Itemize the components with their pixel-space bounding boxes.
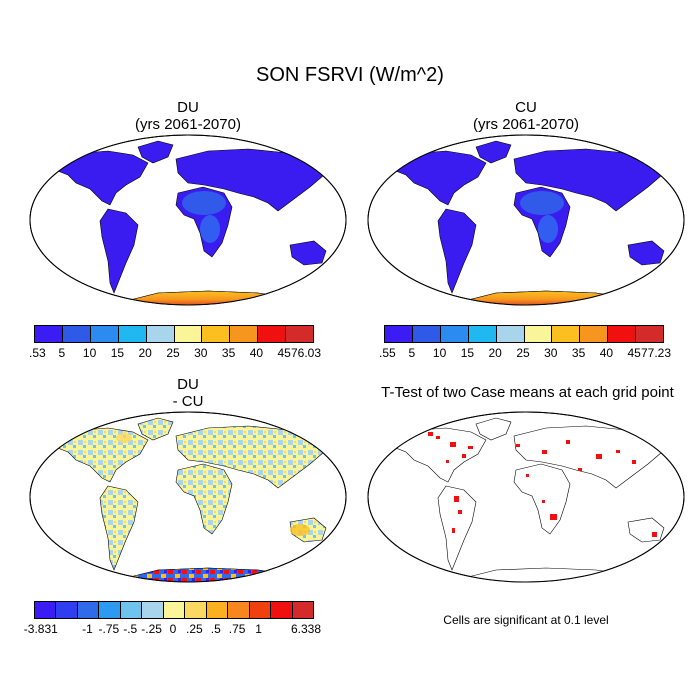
colorbar-label: 35 <box>221 346 236 360</box>
panel-diff-colorbar <box>34 601 314 619</box>
colorbar-swatch <box>496 326 525 342</box>
colorbar-label: 40 <box>249 346 264 360</box>
colorbar-swatch <box>292 602 314 618</box>
panel-cu-map <box>367 134 685 306</box>
colorbar-label: 40 <box>599 346 614 360</box>
panel-du-colorbar <box>34 325 314 343</box>
colorbar-swatch <box>174 326 203 342</box>
significant-cells <box>428 432 657 537</box>
colorbar-label: 10 <box>432 346 447 360</box>
colorbar-label: 5 <box>58 346 66 360</box>
colorbar-label: 20 <box>138 346 152 360</box>
colorbar-swatch <box>385 326 413 342</box>
colorbar-label: 30 <box>194 346 208 360</box>
colorbar-label: 30 <box>544 346 558 360</box>
colorbar-label: 77.23 <box>640 346 672 360</box>
colorbar-swatch <box>249 602 272 618</box>
colorbar-label: 45 <box>627 346 641 360</box>
panel-cu-title-line1: CU <box>515 99 537 116</box>
colorbar-swatch <box>90 326 119 342</box>
colorbar-swatch <box>412 326 441 342</box>
colorbar-swatch <box>636 326 664 342</box>
panel-du-map <box>29 134 347 306</box>
panel-du-colorbar-labels: .53 5 10 15 20 25 30 35 40 45 76.03 <box>29 346 321 360</box>
colorbar-swatch <box>440 326 469 342</box>
figure-title: SON FSRVI (W/m^2) <box>256 64 444 86</box>
colorbar-label: 15 <box>110 346 125 360</box>
colorbar-swatch <box>258 326 287 342</box>
colorbar-label: 1 <box>255 622 262 636</box>
colorbar-label: 5 <box>408 346 416 360</box>
colorbar-label: -.25 <box>141 622 162 636</box>
colorbar-swatch <box>286 326 314 342</box>
colorbar-label: 0 <box>169 622 177 636</box>
colorbar-swatch <box>120 602 143 618</box>
colorbar-swatch <box>228 602 250 618</box>
colorbar-label: 25 <box>166 346 180 360</box>
colorbar-swatch <box>202 326 231 342</box>
colorbar-swatch <box>185 602 207 618</box>
colorbar-swatch <box>35 326 63 342</box>
panel-du-title-line1: DU <box>177 99 199 116</box>
colorbar-label: -3.831 <box>23 622 58 636</box>
colorbar-label: .55 <box>378 346 396 360</box>
colorbar-swatch <box>230 326 259 342</box>
colorbar-swatch <box>99 602 121 618</box>
panel-cu-colorbar <box>384 325 664 343</box>
colorbar-swatch <box>206 602 229 618</box>
colorbar-swatch <box>146 326 175 342</box>
colorbar-label: .53 <box>28 346 46 360</box>
panel-diff-map <box>29 411 347 583</box>
colorbar-label: 20 <box>488 346 502 360</box>
colorbar-label: .25 <box>186 622 203 636</box>
panel-ttest-map <box>367 411 685 583</box>
panel-du-title-line2: (yrs 2061-2070) <box>135 116 241 133</box>
colorbar-swatch <box>118 326 147 342</box>
panel-ttest-title: T-Test of two Case means at each grid po… <box>381 384 674 401</box>
colorbar-swatch <box>552 326 581 342</box>
colorbar-label: 35 <box>571 346 586 360</box>
colorbar-swatch <box>608 326 637 342</box>
panel-cu-colorbar-labels: .55 5 10 15 20 25 30 35 40 45 77.23 <box>379 346 671 360</box>
panel-diff-title: DU - CU <box>28 376 348 410</box>
ttest-note: Cells are significant at 0.1 level <box>443 613 609 627</box>
colorbar-label: 25 <box>516 346 530 360</box>
colorbar-label: 45 <box>277 346 291 360</box>
colorbar-swatch <box>163 602 186 618</box>
colorbar-swatch <box>62 326 91 342</box>
colorbar-swatch <box>56 602 78 618</box>
colorbar-label: .75 <box>228 622 246 636</box>
colorbar-label: 6.338 <box>290 622 322 636</box>
colorbar-label: -.75 <box>98 622 120 636</box>
colorbar-label: 76.03 <box>290 346 322 360</box>
colorbar-swatch <box>468 326 497 342</box>
panel-du-title: DU (yrs 2061-2070) <box>28 99 348 133</box>
colorbar-swatch <box>77 602 100 618</box>
panel-diff-title-line1: DU <box>177 376 199 393</box>
colorbar-swatch <box>142 602 164 618</box>
panel-diff-colorbar-labels: -3.831 -1 -.75 -.5 -.25 0 .25 .5 .75 1 6.338 <box>24 622 321 636</box>
colorbar-label: -1 <box>82 622 93 636</box>
colorbar-label: -.5 <box>123 622 138 636</box>
panel-cu-title: CU (yrs 2061-2070) <box>366 99 686 133</box>
panel-diff-title-line2: - CU <box>172 393 204 410</box>
colorbar-swatch <box>580 326 609 342</box>
colorbar-swatch <box>271 602 293 618</box>
colorbar-label: .5 <box>210 622 221 636</box>
colorbar-label: 15 <box>460 346 475 360</box>
panel-cu-title-line2: (yrs 2061-2070) <box>473 116 579 133</box>
colorbar-label: 10 <box>82 346 97 360</box>
colorbar-swatch <box>524 326 553 342</box>
colorbar-swatch <box>35 602 57 618</box>
